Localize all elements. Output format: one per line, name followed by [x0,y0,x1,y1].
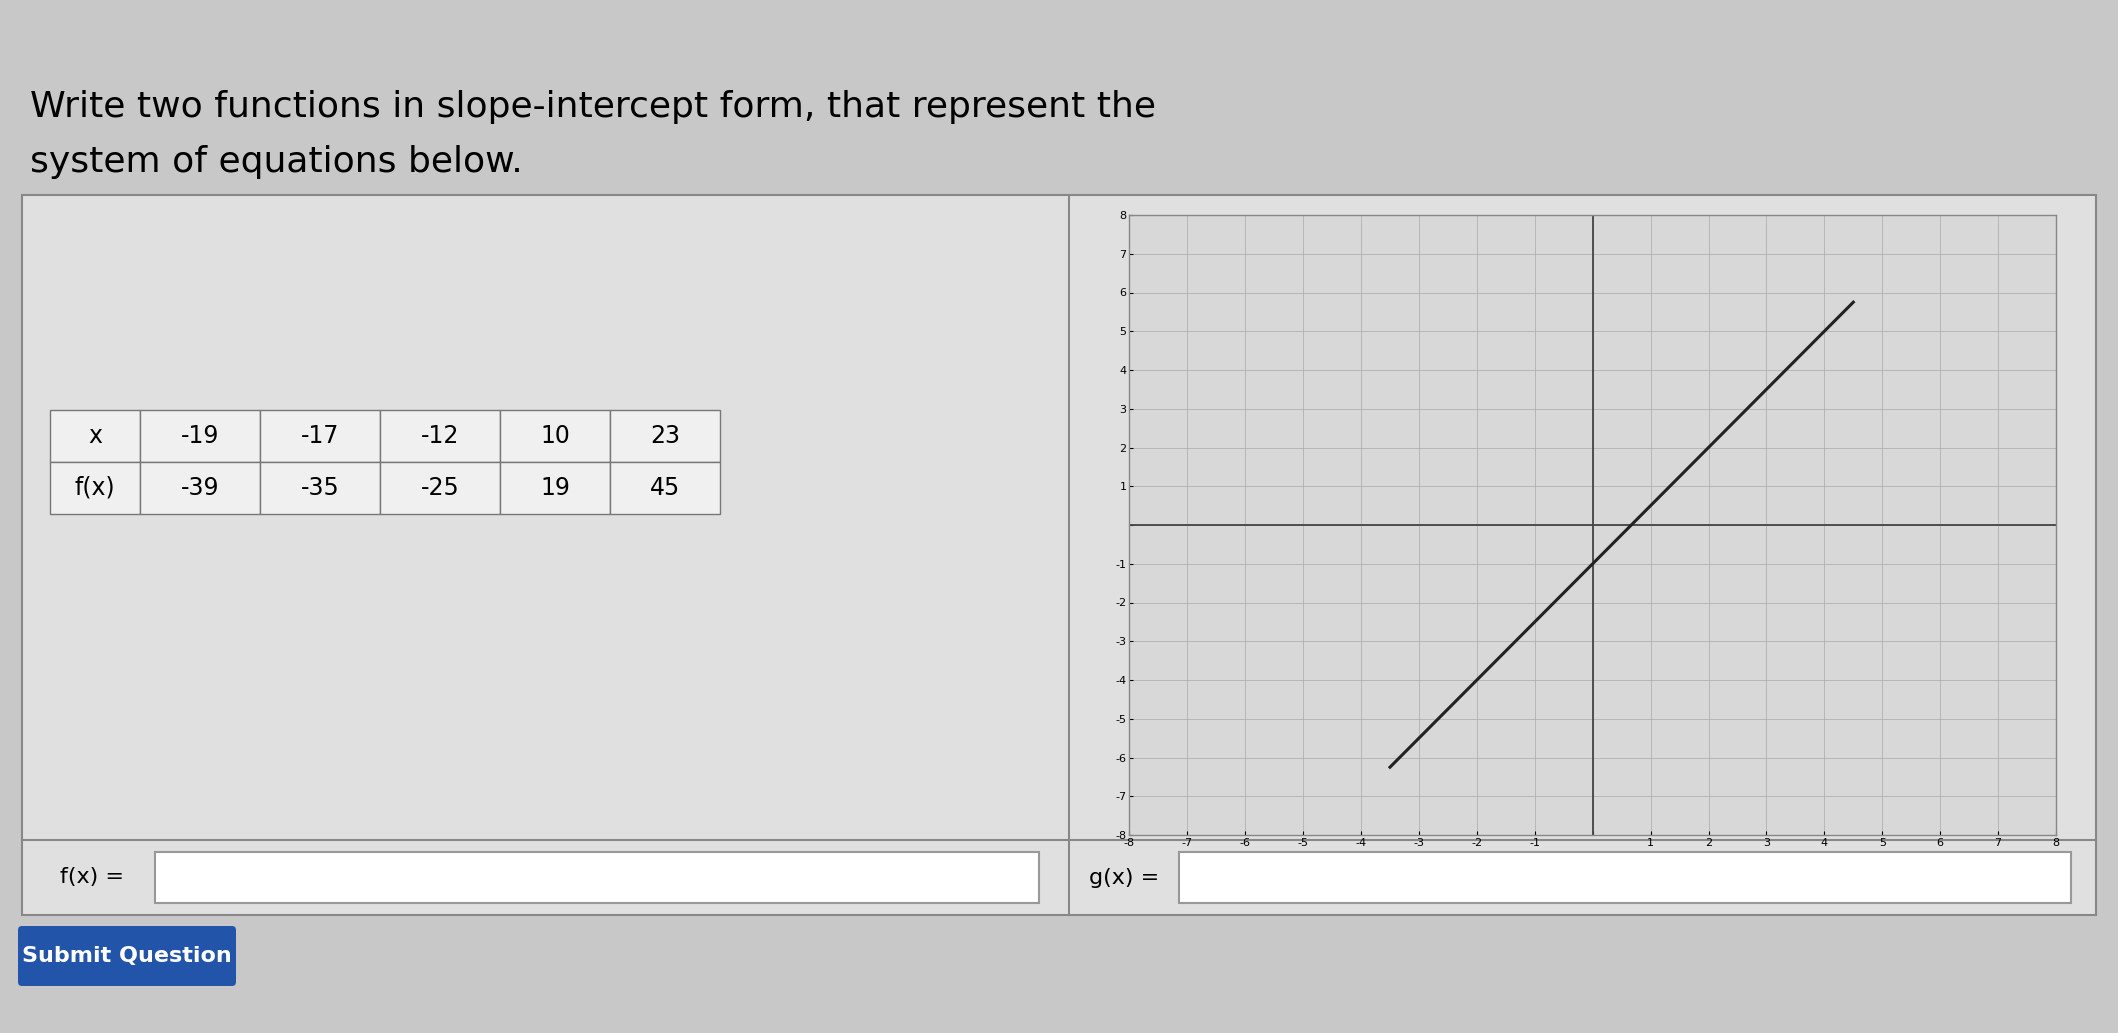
Text: f(x) =: f(x) = [59,868,125,887]
Text: 23: 23 [650,424,680,448]
Text: 10: 10 [540,424,570,448]
Bar [261,462,379,514]
Bar [140,462,261,514]
Text: Write two functions in slope-intercept form, that represent the: Write two functions in slope-intercept f… [30,90,1156,124]
Text: 45: 45 [650,476,680,500]
Bar [155,852,1040,903]
Bar [261,410,379,462]
Text: -17: -17 [301,424,339,448]
Text: x: x [89,424,102,448]
Bar [51,462,140,514]
Text: -25: -25 [421,476,460,500]
Text: -35: -35 [301,476,339,500]
Text: f(x): f(x) [74,476,114,500]
Bar [500,410,610,462]
Bar [379,462,500,514]
Bar [21,195,2097,915]
Text: -12: -12 [421,424,460,448]
Text: 19: 19 [540,476,570,500]
Text: -19: -19 [180,424,218,448]
Bar [610,410,720,462]
Bar [1180,852,2071,903]
Text: -39: -39 [180,476,220,500]
Text: system of equations below.: system of equations below. [30,145,523,179]
Text: Submit Question: Submit Question [21,946,231,966]
Bar [140,410,261,462]
FancyBboxPatch shape [17,926,235,987]
Text: g(x) =: g(x) = [1089,868,1161,887]
Bar [379,410,500,462]
Bar [500,462,610,514]
Bar [51,410,140,462]
Bar [610,462,720,514]
